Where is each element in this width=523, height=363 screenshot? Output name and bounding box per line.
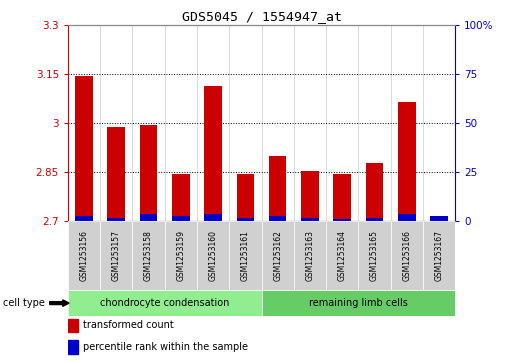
Bar [294, 221, 326, 290]
Bar [204, 213, 222, 221]
Text: transformed count: transformed count [84, 320, 174, 330]
Bar [204, 86, 222, 221]
Bar [140, 125, 157, 221]
Bar [229, 221, 262, 290]
Bar [236, 217, 254, 221]
Bar [391, 221, 423, 290]
Text: chondrocyte condensation: chondrocyte condensation [100, 298, 230, 308]
Bar [108, 127, 125, 221]
Bar [366, 217, 383, 221]
Text: cell type: cell type [3, 298, 44, 308]
Bar [301, 217, 319, 221]
Bar [262, 221, 294, 290]
Text: GSM1253160: GSM1253160 [209, 230, 218, 281]
Bar [326, 221, 358, 290]
Bar [398, 102, 415, 221]
Bar [75, 216, 93, 221]
Text: GSM1253156: GSM1253156 [79, 230, 88, 281]
Text: GSM1253164: GSM1253164 [338, 230, 347, 281]
Bar [68, 290, 262, 316]
Bar [269, 156, 287, 221]
Bar [333, 174, 351, 221]
Bar [132, 221, 165, 290]
Text: GSM1253159: GSM1253159 [176, 230, 185, 281]
Bar [269, 216, 287, 221]
Bar [236, 174, 254, 221]
Text: GSM1253161: GSM1253161 [241, 230, 250, 281]
Text: GSM1253165: GSM1253165 [370, 230, 379, 281]
Bar [366, 163, 383, 221]
Text: GSM1253166: GSM1253166 [402, 230, 411, 281]
Bar [301, 171, 319, 221]
Bar [430, 216, 448, 221]
Bar [68, 319, 78, 332]
Bar [108, 217, 125, 221]
Bar [68, 340, 78, 354]
Bar [398, 213, 415, 221]
Text: remaining limb cells: remaining limb cells [309, 298, 408, 308]
Bar [140, 213, 157, 221]
Bar [165, 221, 197, 290]
Text: GSM1253163: GSM1253163 [305, 230, 314, 281]
Text: percentile rank within the sample: percentile rank within the sample [84, 342, 248, 352]
Title: GDS5045 / 1554947_at: GDS5045 / 1554947_at [181, 10, 342, 23]
Bar [75, 76, 93, 221]
Text: GSM1253167: GSM1253167 [435, 230, 444, 281]
Bar [68, 221, 100, 290]
Bar [172, 174, 190, 221]
Text: GSM1253158: GSM1253158 [144, 230, 153, 281]
Bar [172, 216, 190, 221]
Bar [100, 221, 132, 290]
Bar [358, 221, 391, 290]
Bar [333, 220, 351, 221]
Text: GSM1253157: GSM1253157 [112, 230, 121, 281]
Bar [423, 221, 455, 290]
Text: GSM1253162: GSM1253162 [273, 230, 282, 281]
Bar [197, 221, 229, 290]
Bar [262, 290, 455, 316]
